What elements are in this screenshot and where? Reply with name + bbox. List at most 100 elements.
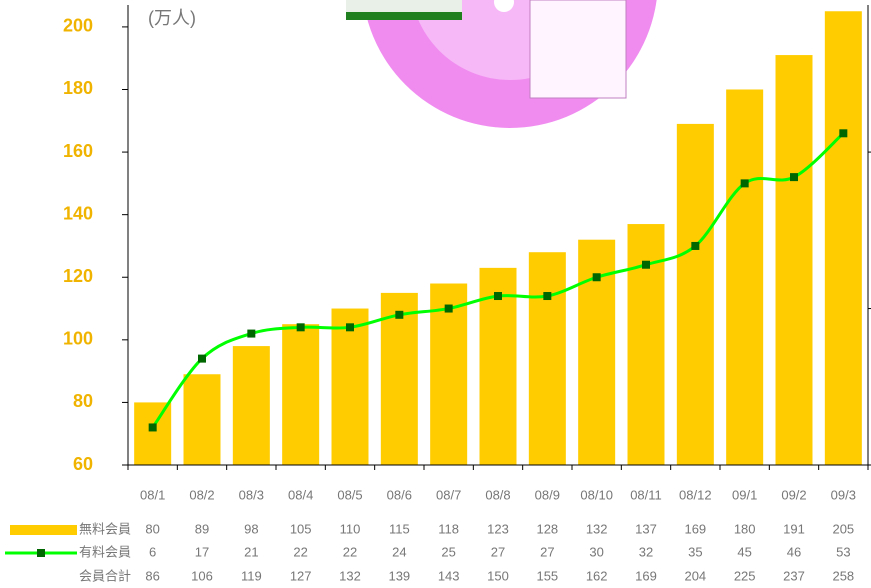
x-tick-label: 08/7 (436, 487, 461, 502)
table-value: 6 (149, 544, 156, 559)
table-value: 30 (589, 544, 603, 559)
y-tick-label: 80 (73, 391, 93, 411)
bar (134, 402, 171, 465)
table-value: 35 (688, 544, 702, 559)
table-value: 128 (536, 521, 558, 536)
table-value: 21 (244, 544, 258, 559)
screen-thumb (530, 0, 626, 98)
table-value: 123 (487, 521, 509, 536)
y-tick-label: 200 (63, 16, 93, 36)
x-tick-label: 08/4 (288, 487, 313, 502)
table-value: 139 (388, 568, 410, 583)
table-value: 46 (787, 544, 801, 559)
line-marker (543, 292, 551, 300)
bar (677, 124, 714, 465)
x-tick-label: 08/9 (535, 487, 560, 502)
bar (726, 89, 763, 465)
table-value: 45 (737, 544, 751, 559)
line-marker (741, 179, 749, 187)
y-tick-label: 60 (73, 454, 93, 474)
x-tick-label: 08/10 (580, 487, 613, 502)
table-value: 98 (244, 521, 258, 536)
bar (529, 252, 566, 465)
table-value: 258 (832, 568, 854, 583)
bar (825, 11, 862, 465)
line-marker (593, 273, 601, 281)
table-value: 17 (195, 544, 209, 559)
banner-strip (346, 12, 462, 20)
table-value: 89 (195, 521, 209, 536)
bar (233, 346, 270, 465)
y-tick-label: 160 (63, 141, 93, 161)
y-tick-label: 140 (63, 203, 93, 223)
line-marker (247, 330, 255, 338)
table-value: 143 (438, 568, 460, 583)
table-value: 127 (290, 568, 312, 583)
x-tick-label: 09/1 (732, 487, 757, 502)
line-marker (297, 323, 305, 331)
table-value: 32 (639, 544, 653, 559)
legend-swatch (10, 525, 77, 535)
x-tick-label: 08/6 (387, 487, 412, 502)
bar (776, 55, 813, 465)
line-marker (790, 173, 798, 181)
table-value: 22 (293, 544, 307, 559)
line-marker (691, 242, 699, 250)
line-marker (149, 423, 157, 431)
table-value: 205 (832, 521, 854, 536)
line-marker (198, 355, 206, 363)
table-value: 80 (145, 521, 159, 536)
y-tick-label: 100 (63, 329, 93, 349)
table-value: 132 (339, 568, 361, 583)
table-value: 27 (491, 544, 505, 559)
bar (184, 374, 221, 465)
table-value: 119 (241, 568, 262, 583)
table-value: 86 (145, 568, 159, 583)
table-value: 191 (783, 521, 805, 536)
legend-label: 有料会員 (79, 544, 131, 559)
table-value: 137 (635, 521, 657, 536)
table-value: 22 (343, 544, 357, 559)
y-axis-title: (万人) (148, 8, 196, 28)
table-value: 106 (191, 568, 213, 583)
bar (282, 324, 319, 465)
table-value: 115 (389, 521, 410, 536)
table-value: 110 (340, 521, 361, 536)
table-row-label: 会員合計 (79, 568, 131, 583)
y-tick-label: 180 (63, 78, 93, 98)
line-marker (839, 129, 847, 137)
x-tick-label: 08/3 (239, 487, 264, 502)
x-tick-label: 08/1 (140, 487, 165, 502)
x-tick-label: 08/12 (679, 487, 712, 502)
legend-marker (37, 549, 45, 557)
x-tick-label: 08/5 (337, 487, 362, 502)
table-value: 204 (684, 568, 706, 583)
table-value: 53 (836, 544, 850, 559)
line-marker (642, 261, 650, 269)
line-marker (346, 323, 354, 331)
y-tick-label: 120 (63, 266, 93, 286)
x-tick-label: 08/8 (485, 487, 510, 502)
table-value: 118 (438, 521, 459, 536)
line-marker (494, 292, 502, 300)
bar (332, 309, 369, 465)
x-tick-label: 09/2 (781, 487, 806, 502)
table-value: 150 (487, 568, 509, 583)
table-value: 155 (536, 568, 558, 583)
table-value: 169 (635, 568, 657, 583)
table-value: 225 (734, 568, 756, 583)
chart: (万人) 60 80 100 120 140 160 180 200 08/1 08/2 08/3 0… (0, 0, 871, 588)
table-value: 25 (441, 544, 455, 559)
line-marker (395, 311, 403, 319)
legend-label: 無料会員 (79, 521, 131, 536)
table-value: 162 (586, 568, 608, 583)
line-marker (445, 305, 453, 313)
x-tick-label: 08/11 (630, 487, 662, 502)
table-value: 27 (540, 544, 554, 559)
table-value: 180 (734, 521, 756, 536)
x-tick-label: 08/2 (189, 487, 214, 502)
table-value: 105 (290, 521, 312, 536)
table-value: 169 (684, 521, 706, 536)
decorative-image (346, 0, 658, 128)
table-value: 132 (586, 521, 608, 536)
